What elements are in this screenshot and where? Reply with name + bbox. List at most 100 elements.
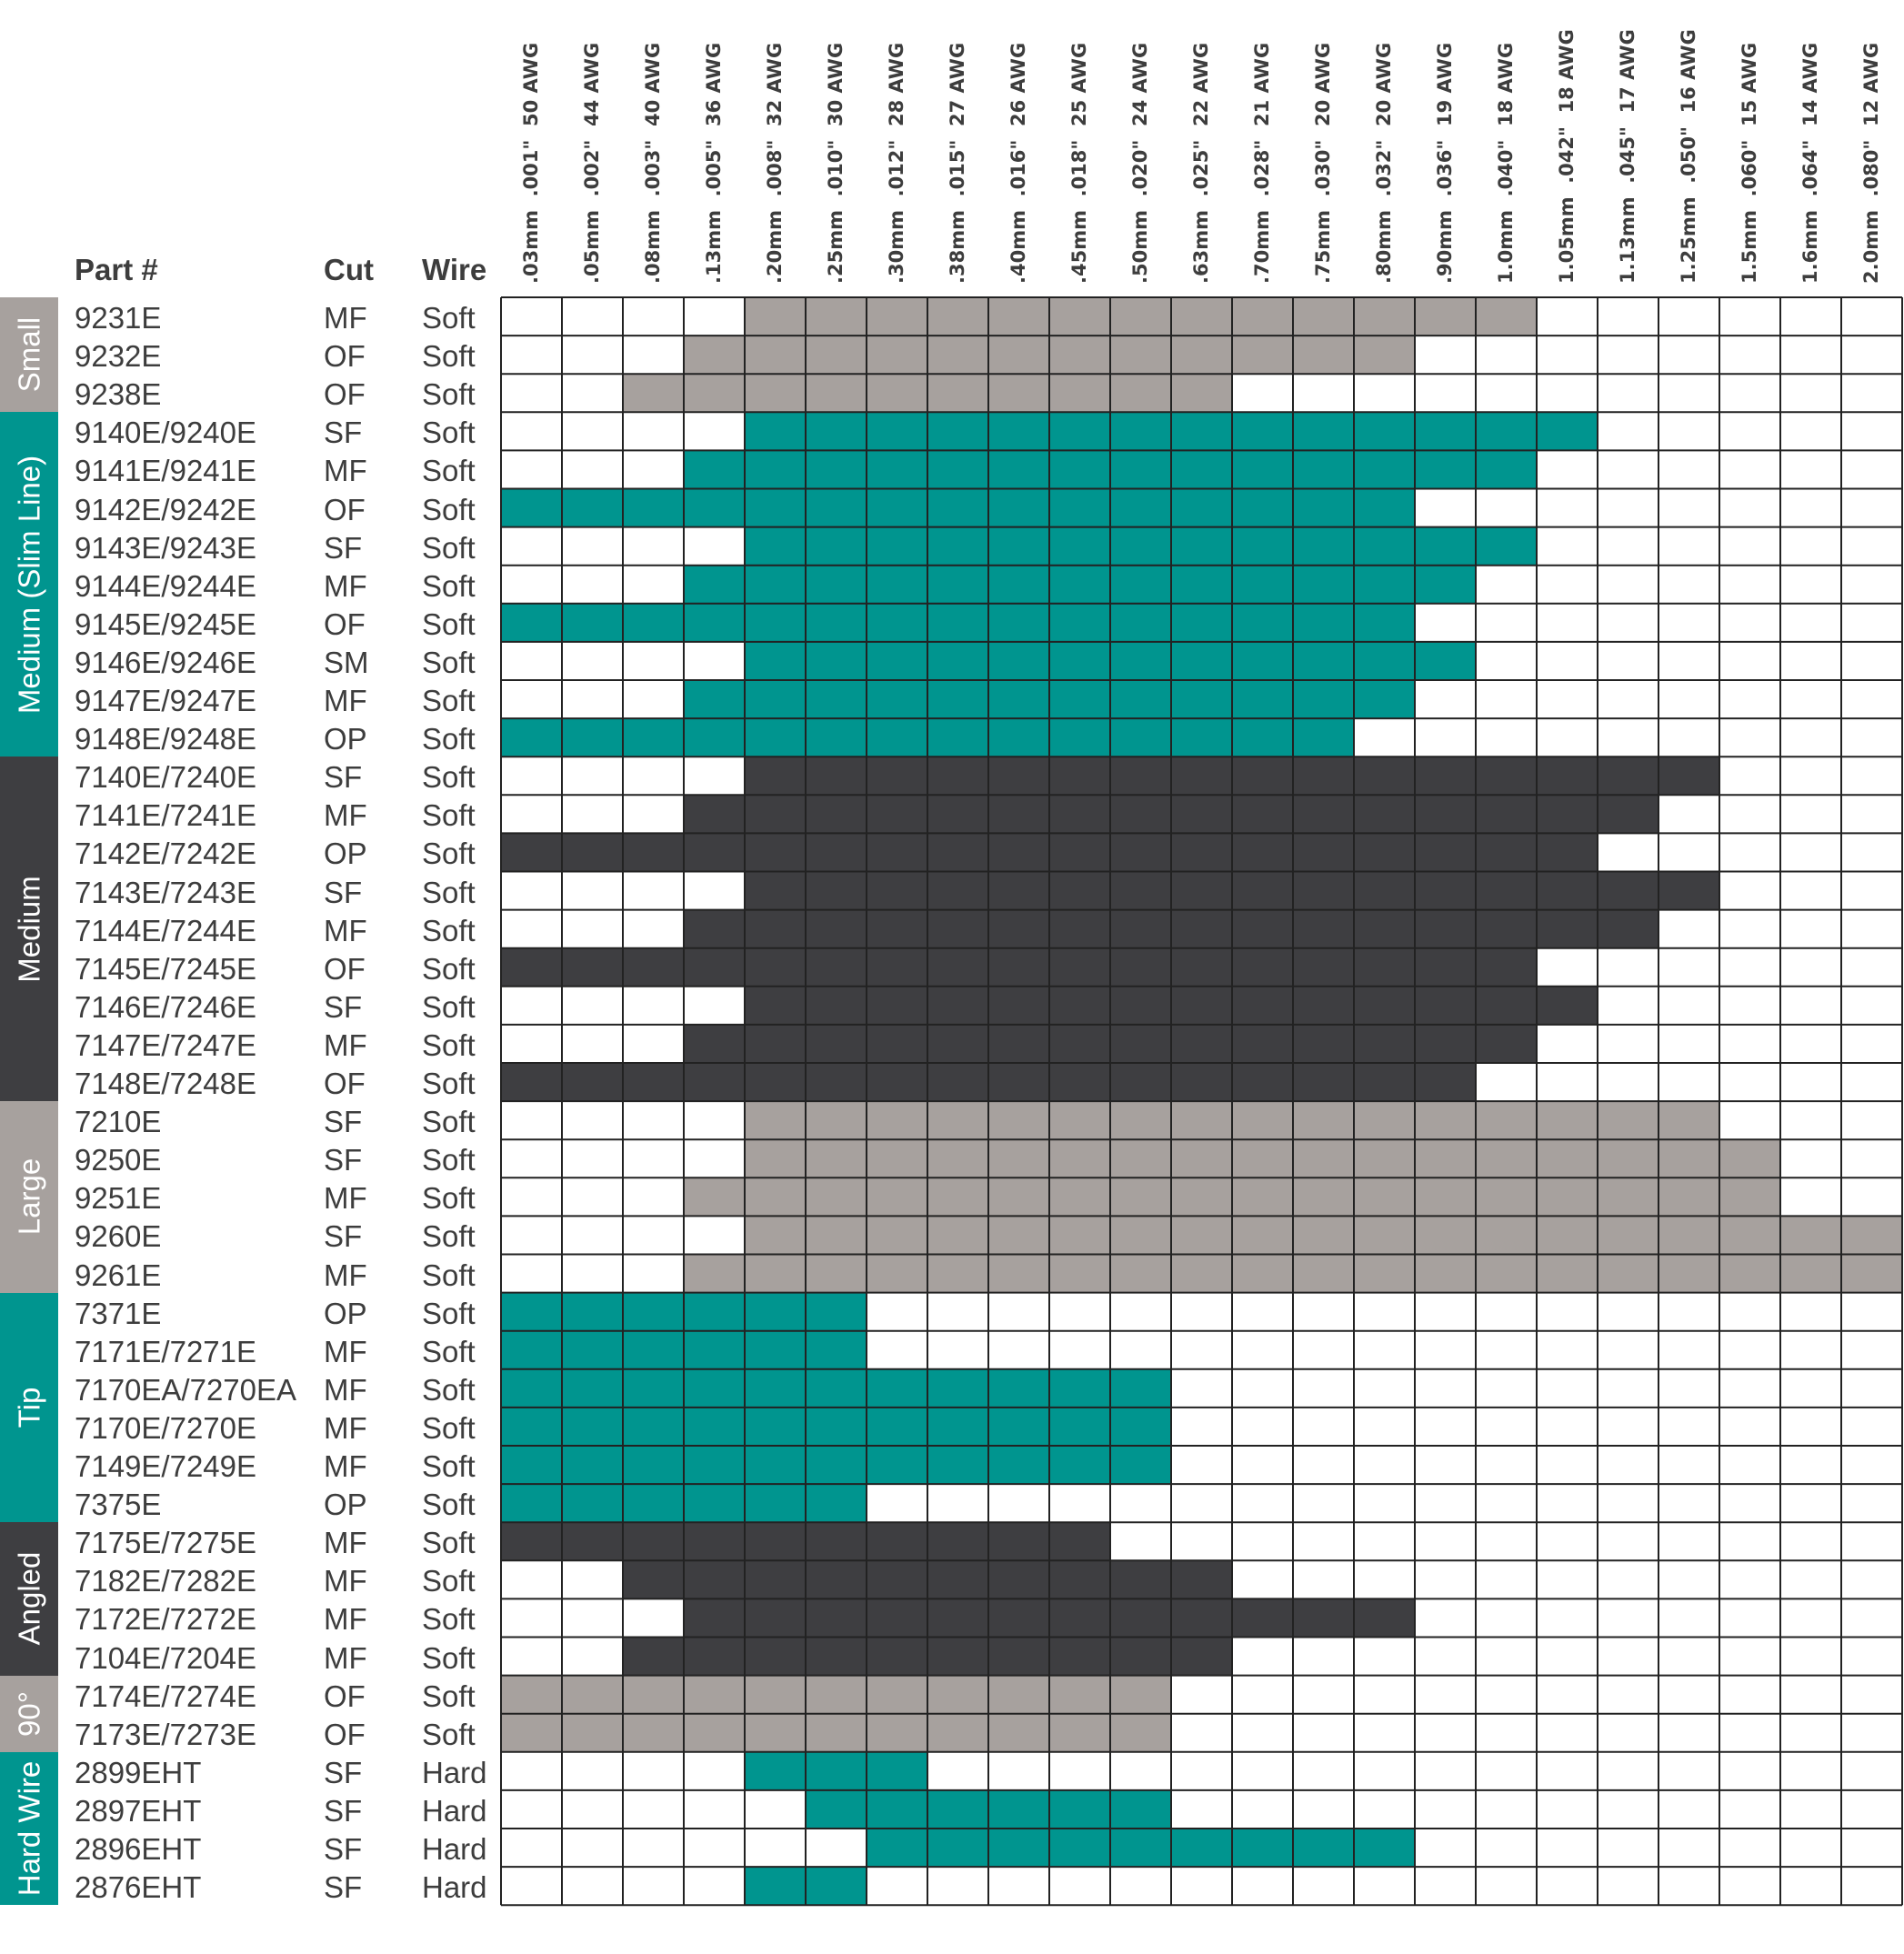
capacity-cell [988,1254,1049,1293]
row-cut: SF [324,1755,363,1789]
capacity-cell [867,1368,927,1408]
capacity-cell [1476,986,1537,1025]
capacity-cell [867,1789,927,1829]
capacity-cell [1658,1216,1719,1255]
capacity-cell [623,1292,684,1331]
column-header-17: 1.05mm .042" 18 AWG [1555,29,1578,284]
capacity-cell [988,374,1049,413]
column-header-18: 1.13mm .045" 17 AWG [1616,29,1638,284]
capacity-cell [684,603,745,642]
capacity-cell [623,603,684,642]
row-cut: OF [324,1678,366,1713]
group-label: Angled [12,1551,46,1646]
column-header-22: 2.0mm .080" 12 AWG [1859,42,1882,284]
row-part: 9261E [75,1258,162,1292]
capacity-cell [745,1867,806,1906]
capacity-cell [745,412,806,451]
capacity-cell [867,374,927,413]
capacity-cell [501,1330,562,1369]
capacity-cell [745,526,806,566]
capacity-cell [684,1560,745,1599]
capacity-cell [988,412,1049,451]
row-part: 7104E/7204E [75,1640,257,1675]
row-wire: Soft [422,875,476,909]
capacity-cell [927,297,988,336]
row-part: 7146E/7246E [75,989,257,1024]
capacity-cell [867,1829,927,1868]
row-cut: OP [324,1488,367,1522]
capacity-cell [867,718,927,757]
capacity-cell [1537,1177,1598,1217]
capacity-cell [1171,1560,1232,1599]
row-cut: MF [324,1526,367,1560]
capacity-cell [1110,488,1171,527]
capacity-cell [1110,1101,1171,1140]
capacity-cell [1658,871,1719,910]
capacity-cell [1537,757,1598,796]
capacity-cell [745,1368,806,1408]
capacity-cell [927,1560,988,1599]
capacity-cell [867,450,927,489]
column-header-9: .45mm .018" 25 AWG [1067,42,1090,284]
column-header-10: .50mm .020" 24 AWG [1128,42,1151,284]
capacity-cell [562,947,623,987]
capacity-cell [806,374,867,413]
capacity-cell [1415,871,1476,910]
capacity-cell [1354,947,1415,987]
capacity-cell [1110,641,1171,680]
capacity-cell [623,1063,684,1102]
capacity-cell [562,1522,623,1561]
capacity-cell [1354,986,1415,1025]
capacity-cell [1537,1216,1598,1255]
capacity-cell [927,1446,988,1485]
capacity-cell [1354,1063,1415,1102]
capacity-cell [1049,1713,1110,1752]
capacity-cell [1293,1139,1354,1178]
capacity-cell [988,565,1049,604]
capacity-cell [1476,526,1537,566]
capacity-cell [867,1522,927,1561]
capacity-cell [1110,1446,1171,1485]
capacity-cell [1171,412,1232,451]
capacity-cell [927,1789,988,1829]
capacity-cell [1476,1216,1537,1255]
capacity-cell [1537,1101,1598,1140]
capacity-cell [1293,450,1354,489]
capacity-cell [684,450,745,489]
capacity-cell [1110,1177,1171,1217]
capacity-cell [1354,757,1415,796]
capacity-cell [1476,795,1537,834]
capacity-cell [867,603,927,642]
capacity-cell [1171,833,1232,872]
capacity-cell [1171,488,1232,527]
row-part: 9148E/9248E [75,722,257,757]
capacity-cell [1110,412,1171,451]
capacity-cell [1415,565,1476,604]
capacity-cell [806,1637,867,1676]
capacity-cell [745,986,806,1025]
capacity-cell [1537,871,1598,910]
capacity-cell [1110,795,1171,834]
row-part: 7375E [75,1488,162,1522]
capacity-cell [745,1560,806,1599]
capacity-cell [806,1024,867,1063]
capacity-cell [867,757,927,796]
capacity-cell [745,1177,806,1217]
capacity-cell [1171,374,1232,413]
capacity-cell [988,947,1049,987]
capacity-cell [927,1177,988,1217]
group-label: Tip [12,1387,46,1428]
capacity-cell [684,1330,745,1369]
group-label: Large [12,1158,46,1236]
capacity-cell [1110,336,1171,375]
row-cut: MF [324,568,367,603]
capacity-cell [623,947,684,987]
capacity-cell [1293,947,1354,987]
capacity-cell [1049,871,1110,910]
row-part: 9232E [75,339,162,374]
capacity-cell [988,1063,1049,1102]
capacity-cell [867,1637,927,1676]
capacity-cell [1232,757,1293,796]
capacity-cell [1293,336,1354,375]
capacity-cell [1415,986,1476,1025]
